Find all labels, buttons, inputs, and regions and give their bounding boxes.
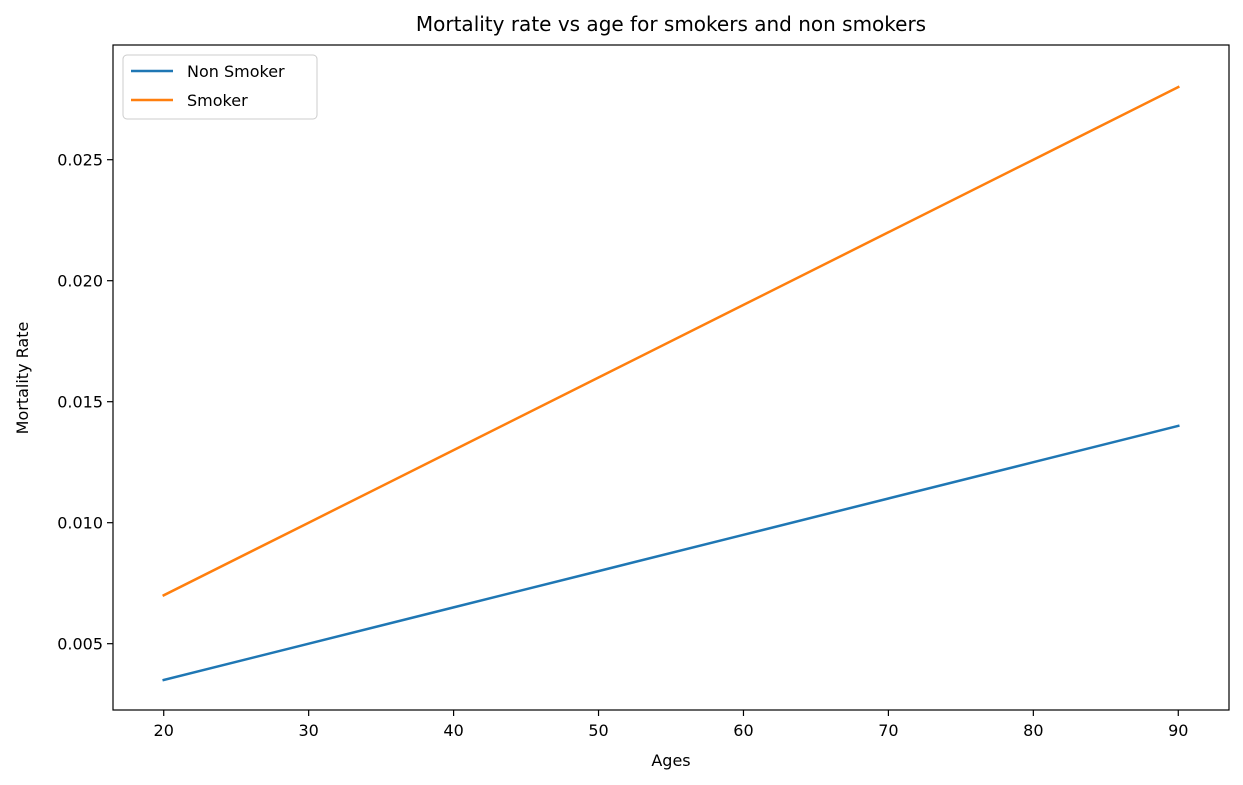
y-axis-ticks: 0.005 0.010 0.015 0.020 0.025: [57, 151, 113, 654]
legend-label-smoker: Smoker: [187, 91, 248, 110]
series-line-smoker: [162, 85, 1180, 597]
series-line-non-smoker: [162, 424, 1180, 682]
x-tick-label: 80: [1023, 721, 1043, 740]
chart-title: Mortality rate vs age for smokers and no…: [416, 12, 926, 36]
legend-label-non-smoker: Non Smoker: [187, 62, 285, 81]
y-axis-label: Mortality Rate: [13, 322, 32, 435]
plot-frame: [112, 44, 1230, 711]
x-tick-label: 70: [878, 721, 898, 740]
y-tick-label: 0.025: [57, 151, 103, 170]
y-tick-label: 0.020: [57, 272, 103, 291]
x-tick-label: 20: [154, 721, 174, 740]
x-tick-label: 40: [443, 721, 463, 740]
x-tick-label: 60: [733, 721, 753, 740]
y-tick-label: 0.005: [57, 635, 103, 654]
x-axis-label: Ages: [651, 751, 690, 770]
y-tick-label: 0.010: [57, 514, 103, 533]
x-tick-label: 50: [588, 721, 608, 740]
y-tick-label: 0.015: [57, 393, 103, 412]
legend: Non Smoker Smoker: [122, 54, 318, 120]
x-tick-label: 30: [298, 721, 318, 740]
x-axis-ticks: 20 30 40 50 60 70 80 90: [154, 710, 1188, 740]
series-layer: [162, 85, 1180, 682]
x-tick-label: 90: [1168, 721, 1188, 740]
